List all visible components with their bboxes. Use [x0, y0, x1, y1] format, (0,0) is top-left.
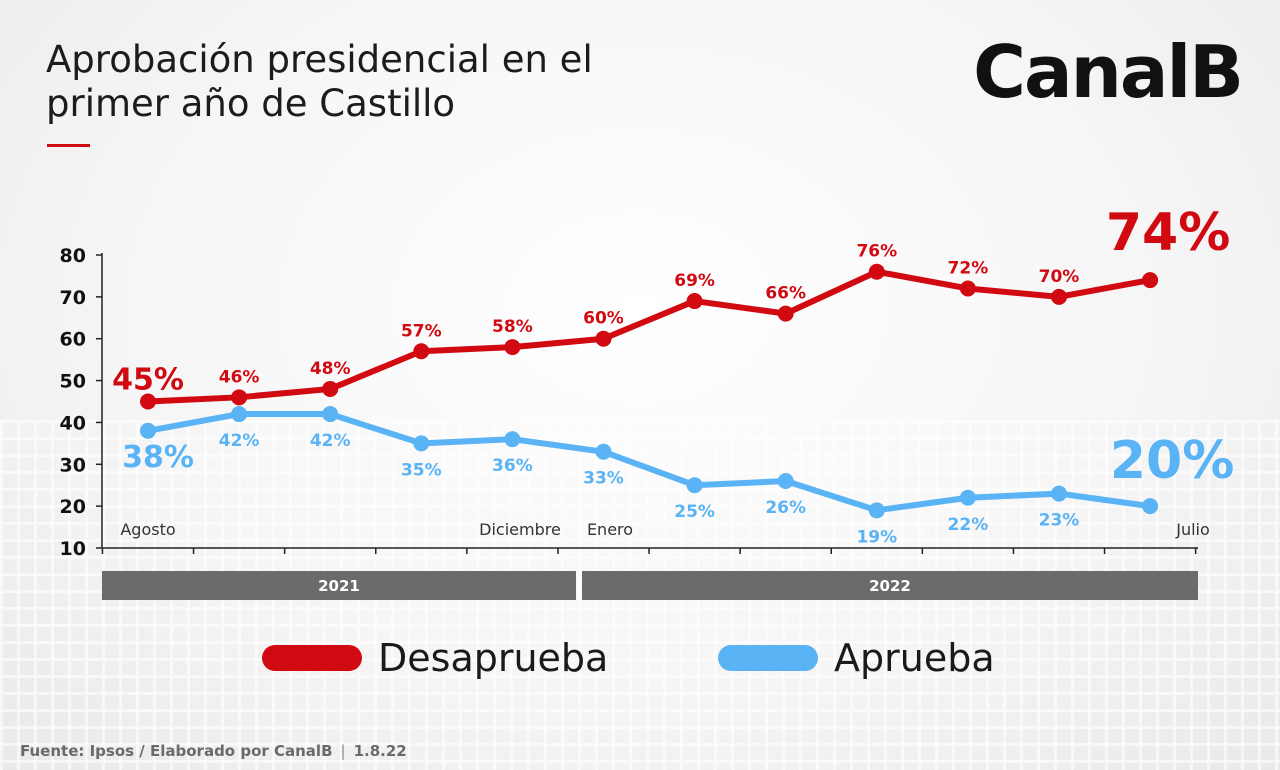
data-label-desaprueba: 66% — [765, 284, 806, 304]
chart-title: Aprobación presidencial en el primer año… — [46, 38, 766, 126]
data-label-desaprueba: 45% — [112, 363, 184, 398]
data-label-desaprueba: 72% — [948, 258, 989, 278]
y-tick-label: 80 — [60, 245, 86, 267]
data-point-aprueba — [686, 477, 703, 494]
data-label-aprueba: 20% — [1110, 431, 1234, 491]
data-point-desaprueba — [413, 343, 430, 360]
brand-logo: CanalB — [973, 30, 1244, 114]
data-point-desaprueba — [959, 280, 976, 297]
y-tick-label: 10 — [60, 538, 86, 560]
year-bar-label: 2022 — [869, 577, 911, 595]
data-label-desaprueba: 69% — [674, 271, 715, 291]
data-label-desaprueba: 76% — [856, 242, 897, 262]
legend-swatch-desaprueba — [262, 645, 362, 671]
footer-separator: | — [340, 742, 346, 760]
title-line-1: Aprobación presidencial en el — [46, 38, 593, 81]
data-label-aprueba: 25% — [674, 502, 715, 522]
data-point-desaprueba — [868, 263, 885, 280]
data-point-aprueba — [140, 422, 156, 439]
y-tick-label: 50 — [60, 371, 86, 393]
year-bar — [582, 571, 1198, 600]
title-line-2: primer año de Castillo — [46, 82, 456, 125]
y-tick-label: 20 — [60, 496, 86, 518]
series-line-desaprueba — [145, 268, 1154, 405]
data-point-desaprueba — [231, 389, 248, 406]
data-label-aprueba: 23% — [1039, 511, 1080, 531]
data-label-desaprueba: 57% — [401, 321, 442, 341]
data-point-desaprueba — [322, 380, 339, 397]
line-chart: 10 20 30 40 50 60 70 80 Agosto Diciembre Enero Juli… — [60, 203, 1234, 600]
legend-label-aprueba: Aprueba — [834, 636, 995, 680]
x-month-label: Julio — [1175, 520, 1210, 539]
data-label-aprueba: 36% — [492, 456, 533, 476]
data-point-aprueba — [504, 431, 521, 448]
data-point-desaprueba — [686, 293, 703, 310]
y-tick-label: 60 — [60, 329, 86, 351]
data-point-desaprueba — [595, 330, 612, 347]
x-month-label: Enero — [587, 520, 633, 539]
data-point-desaprueba — [1051, 288, 1067, 305]
data-point-desaprueba — [140, 393, 156, 410]
data-label-desaprueba: 74% — [1106, 203, 1230, 263]
legend-item-aprueba: Aprueba — [718, 636, 995, 680]
publish-date: 1.8.22 — [353, 742, 407, 760]
data-point-aprueba — [777, 473, 794, 490]
data-point-aprueba — [868, 502, 885, 519]
data-point-aprueba — [959, 489, 976, 506]
data-label-desaprueba: 60% — [583, 309, 624, 329]
legend-label-desaprueba: Desaprueba — [378, 636, 609, 680]
data-label-desaprueba: 58% — [492, 317, 533, 337]
data-label-aprueba: 26% — [765, 498, 806, 518]
data-label-desaprueba: 46% — [219, 367, 260, 387]
data-label-aprueba: 42% — [310, 431, 351, 451]
data-label-aprueba: 19% — [856, 527, 897, 547]
data-label-aprueba: 42% — [219, 431, 260, 451]
source-footer: Fuente: Ipsos / Elaborado por CanalB | 1.8… — [20, 742, 407, 760]
data-label-aprueba: 22% — [948, 515, 989, 535]
data-point-desaprueba — [1142, 272, 1159, 289]
legend: Desaprueba Aprueba — [0, 636, 1280, 682]
y-tick-label: 40 — [60, 412, 86, 434]
y-tick-label: 70 — [60, 287, 86, 309]
data-point-aprueba — [595, 443, 612, 460]
year-bar-label: 2021 — [318, 577, 360, 595]
data-label-aprueba: 38% — [122, 440, 194, 475]
data-point-desaprueba — [777, 305, 794, 322]
data-point-aprueba — [322, 406, 339, 423]
x-month-label: Agosto — [120, 520, 175, 539]
data-point-aprueba — [1142, 498, 1159, 515]
data-label-aprueba: 33% — [583, 469, 624, 489]
y-tick-label: 30 — [60, 454, 86, 476]
data-point-aprueba — [413, 435, 430, 452]
series-line-aprueba — [145, 411, 1154, 514]
x-month-label: Diciembre — [479, 520, 561, 539]
data-point-desaprueba — [504, 339, 521, 356]
title-underline — [47, 144, 90, 147]
legend-swatch-aprueba — [718, 645, 818, 671]
data-point-aprueba — [1051, 485, 1067, 502]
data-label-desaprueba: 48% — [310, 359, 351, 379]
data-point-aprueba — [231, 406, 248, 423]
year-bar — [102, 571, 576, 600]
data-label-aprueba: 35% — [401, 460, 442, 480]
legend-item-desaprueba: Desaprueba — [262, 636, 608, 680]
source-text: Fuente: Ipsos / Elaborado por CanalB — [20, 742, 333, 760]
data-label-desaprueba: 70% — [1039, 267, 1080, 287]
